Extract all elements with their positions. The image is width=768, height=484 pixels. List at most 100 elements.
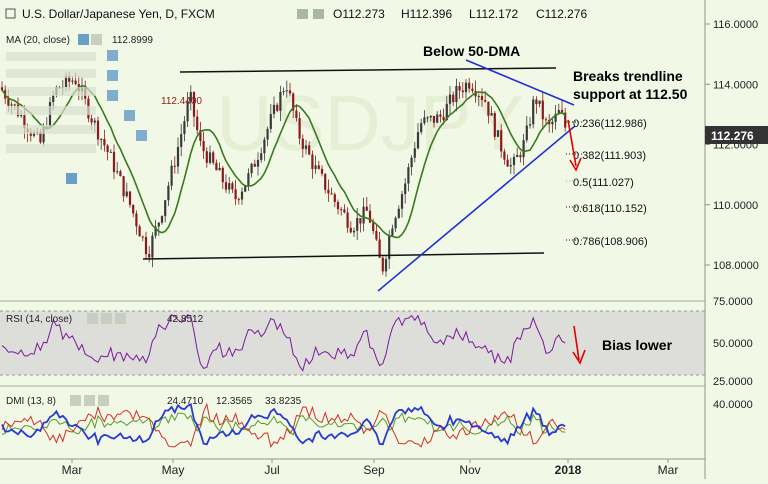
rsi-legend-label: RSI (14, close): [6, 314, 72, 325]
candle-body: [317, 165, 320, 169]
candle-body: [356, 218, 359, 231]
rsi-tick-label: 25.0000: [713, 376, 753, 388]
price-tick-label: 110.0000: [713, 200, 758, 212]
close-icon[interactable]: [115, 313, 126, 324]
channel-bottom-line[interactable]: [142, 252, 545, 260]
settings-icon[interactable]: [91, 34, 102, 45]
dmi-axis[interactable]: 40.0000: [713, 399, 753, 411]
candle-body: [368, 210, 372, 223]
time-axis[interactable]: Mar May Jul Sep Nov 2018 Mar: [62, 459, 679, 477]
ohlc-open: O112.273: [333, 7, 385, 21]
candle-body: [496, 130, 500, 137]
candle-body: [352, 230, 356, 233]
eye-icon[interactable]: [70, 395, 81, 406]
candle-body: [320, 168, 324, 174]
candle-body: [144, 236, 148, 255]
eye-icon: [124, 110, 135, 121]
eye-icon[interactable]: [297, 9, 308, 19]
faded-indicator-label: [6, 87, 96, 96]
rsi-axis[interactable]: 75.0000 50.0000 25.0000: [713, 296, 753, 388]
candle-body: [522, 140, 525, 158]
candle-body: [394, 217, 397, 229]
panel-divider[interactable]: [0, 385, 705, 387]
settings-icon[interactable]: [313, 9, 324, 19]
candle-body: [106, 145, 109, 153]
last-price-text: 112.276: [711, 129, 754, 143]
candle-body: [295, 110, 298, 118]
candle-body: [535, 99, 538, 105]
eye-icon: [107, 50, 118, 61]
candle-body: [516, 155, 519, 157]
candle-body: [538, 100, 541, 105]
candle-body: [272, 104, 276, 115]
candle-body: [336, 202, 340, 210]
candle-body: [93, 120, 96, 123]
candle-body: [218, 167, 221, 171]
candle-body: [189, 92, 192, 102]
candle-body: [7, 98, 10, 106]
faded-indicator-label: [6, 125, 96, 134]
ohlc-close: C112.276: [536, 7, 587, 21]
rsi-legend[interactable]: RSI (14, close) 42.8512: [6, 313, 204, 325]
uptrend-line[interactable]: [377, 125, 576, 292]
ohlc-high: H112.396: [401, 7, 452, 21]
candle-body: [167, 185, 170, 201]
candle-body: [240, 191, 244, 200]
adx-line: [1, 412, 566, 436]
dmi-plus-line: [1, 402, 566, 447]
candle-body: [96, 120, 100, 140]
annotation-below-50dma: Below 50-DMA: [423, 43, 520, 59]
channel-top-line[interactable]: [179, 67, 557, 73]
candle-body: [455, 85, 458, 102]
candle-body: [487, 101, 490, 116]
candle-body: [445, 103, 448, 120]
candle-body: [288, 90, 292, 94]
candle-body: [506, 159, 509, 167]
candle-body: [493, 113, 496, 137]
candle-body: [266, 128, 269, 140]
eye-icon[interactable]: [78, 34, 89, 45]
rsi-tick-label: 50.0000: [713, 338, 753, 350]
candle-body: [20, 115, 23, 117]
candle-body: [346, 212, 349, 228]
close-icon[interactable]: [98, 395, 109, 406]
candle-body: [199, 130, 202, 141]
panel-divider[interactable]: [0, 300, 705, 302]
candle-body: [301, 138, 304, 149]
watermark: USDJPY: [216, 79, 524, 167]
candle-body: [176, 146, 180, 167]
candle-body: [384, 259, 388, 272]
candle-body: [228, 183, 231, 190]
candle-body: [109, 151, 112, 153]
candle-body: [164, 200, 167, 217]
candle-body: [68, 76, 71, 82]
candle-body: [311, 154, 314, 170]
downtrend-line[interactable]: [465, 59, 575, 106]
candle-body: [349, 227, 352, 233]
settings-icon[interactable]: [101, 313, 112, 324]
dmi-legend[interactable]: DMI (13, 8) 24.4710 12.3565 33.8235: [6, 395, 302, 407]
collapse-icon[interactable]: [5, 8, 16, 19]
time-tick-label: Jul: [264, 463, 279, 477]
candle-body: [285, 90, 288, 92]
dmi-minus-line: [1, 402, 566, 449]
candle-body: [378, 239, 381, 258]
ma-legend-value: 112.8999: [112, 35, 153, 46]
settings-icon[interactable]: [84, 395, 95, 406]
ohlc-low: L112.172: [469, 7, 518, 21]
eye-icon[interactable]: [87, 313, 98, 324]
candle-body: [212, 152, 215, 163]
time-tick-label: Sep: [363, 463, 385, 477]
candle-body: [471, 88, 474, 91]
candle-body: [381, 257, 384, 272]
rsi-tick-label: 75.0000: [713, 296, 753, 308]
candle-body: [410, 157, 413, 168]
candle-body: [429, 115, 432, 118]
candle-body: [397, 208, 400, 218]
eye-icon: [66, 173, 77, 184]
candle-body: [541, 100, 544, 120]
candle-body: [13, 104, 16, 106]
ma-legend[interactable]: MA (20, close) 112.8999: [6, 34, 153, 46]
